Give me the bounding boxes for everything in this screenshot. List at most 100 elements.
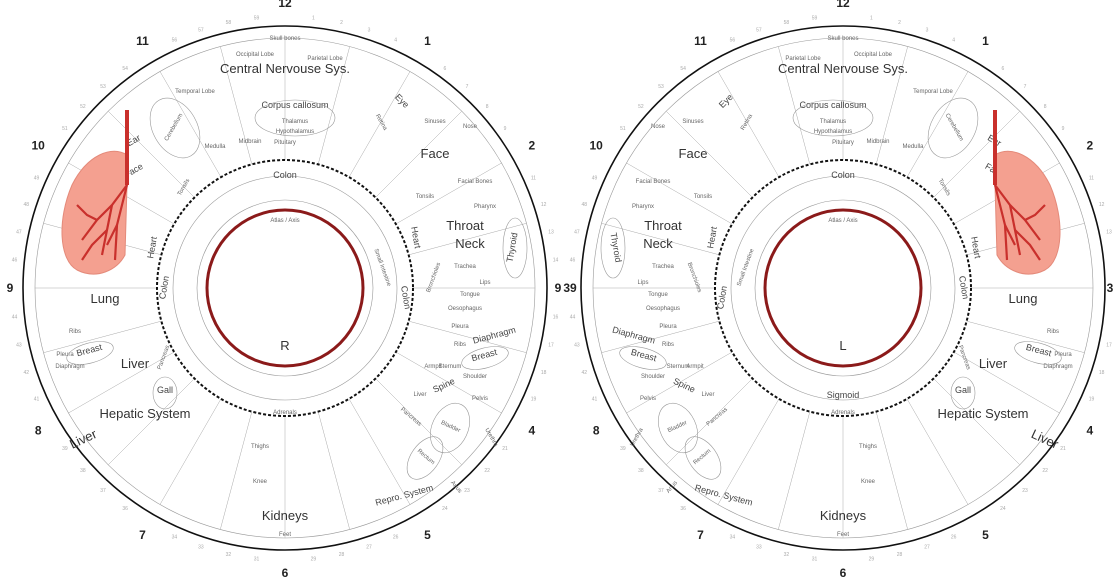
face-label: Face bbox=[679, 146, 708, 161]
sector-divider bbox=[666, 378, 753, 465]
minute-tick-label: 31 bbox=[254, 557, 260, 563]
sector-divider bbox=[220, 411, 253, 530]
minute-tick-label: 39 bbox=[620, 446, 626, 452]
tongue-label: Tongue bbox=[460, 292, 480, 298]
minute-tick-label: 47 bbox=[574, 229, 580, 235]
atlas-label: Atlas / Axis bbox=[828, 218, 857, 224]
minute-tick-label: 49 bbox=[34, 175, 40, 181]
sector-divider bbox=[395, 351, 502, 414]
feet-label: Feet bbox=[279, 532, 291, 538]
retina-label: Retina bbox=[740, 113, 754, 132]
sector-divider bbox=[717, 71, 780, 178]
diaphragm-label: Diaphragm bbox=[472, 325, 517, 346]
sector-divider bbox=[778, 46, 811, 165]
sector-divider bbox=[875, 411, 908, 530]
stomach-zone-ring bbox=[754, 199, 932, 377]
thyroid-outline bbox=[600, 217, 626, 279]
outer-ring bbox=[580, 25, 1106, 551]
minute-tick-label: 8 bbox=[486, 104, 489, 110]
minute-tick-label: 11 bbox=[531, 175, 536, 181]
sector-divider bbox=[626, 162, 733, 225]
rectum-label: Rectum bbox=[693, 448, 713, 466]
urethra-label: Urethra bbox=[483, 427, 499, 448]
breast-label-2: Breast bbox=[75, 342, 103, 359]
ribs-label-2: Ribs bbox=[69, 329, 81, 335]
bladder-label: Bladder bbox=[440, 420, 461, 434]
tonsils-label: Tonsils bbox=[416, 194, 434, 200]
sector-divider bbox=[953, 351, 1060, 414]
sector-divider bbox=[933, 111, 1020, 198]
armpit-label: Armpit bbox=[686, 364, 704, 370]
breast-label: Breast bbox=[470, 347, 498, 364]
outer-ring bbox=[22, 25, 548, 551]
throat-small-label: Tonsils bbox=[177, 178, 191, 197]
brain-core-outline bbox=[254, 99, 336, 137]
skull-label: Skull bones bbox=[269, 36, 300, 42]
sector-divider bbox=[317, 46, 350, 165]
sector-divider bbox=[966, 320, 1085, 353]
nose-label: Nose bbox=[463, 124, 478, 130]
clock-hour-label: 10 bbox=[32, 139, 46, 153]
bronchi-branch bbox=[106, 224, 118, 246]
minute-tick-label: 18 bbox=[1099, 370, 1105, 376]
bronchi-branch bbox=[1014, 229, 1041, 261]
pupil-border bbox=[205, 208, 365, 368]
intestinal-zone-ring bbox=[172, 175, 398, 401]
sector-divider bbox=[317, 411, 350, 530]
corpus-callosum-label: Corpus callosum bbox=[261, 100, 328, 110]
minute-tick-label: 29 bbox=[311, 557, 317, 563]
knee-label: Knee bbox=[253, 479, 268, 485]
minute-tick-label: 9 bbox=[504, 126, 507, 132]
minute-tick-label: 38 bbox=[80, 468, 86, 474]
sternum-label: Sternum bbox=[439, 364, 462, 370]
nose-label: Nose bbox=[651, 124, 666, 130]
rectum-outline bbox=[406, 436, 444, 480]
cerebellum-label: Cerebellum bbox=[944, 113, 965, 143]
bladder-outline bbox=[430, 402, 470, 454]
breast-outline-2 bbox=[66, 341, 114, 365]
sector-divider bbox=[108, 378, 195, 465]
pharynx-label: Pharynx bbox=[474, 204, 496, 210]
sector-divider bbox=[159, 398, 222, 505]
colon-side-label-2: Colon bbox=[157, 275, 171, 300]
colon-side-label: Colon bbox=[715, 285, 729, 310]
breast-label-2: Breast bbox=[1025, 342, 1053, 359]
throat-label: Throat bbox=[644, 218, 682, 233]
minute-tick-label: 4 bbox=[394, 38, 397, 44]
intestinal-zone-ring bbox=[730, 175, 956, 401]
clock-hour-label: 5 bbox=[424, 528, 431, 542]
minute-tick-label: 31 bbox=[812, 557, 818, 563]
lung-icon bbox=[61, 110, 129, 275]
clock-hour-label: 39 bbox=[563, 281, 577, 295]
gall-outline bbox=[152, 376, 178, 410]
minute-tick-label: 7 bbox=[466, 84, 469, 90]
minute-tick-label: 11 bbox=[1089, 175, 1094, 181]
minute-tick-label: 26 bbox=[393, 534, 399, 540]
liver-label-3: Liver bbox=[1029, 426, 1061, 452]
thyroid-label: Thyroid bbox=[608, 232, 623, 263]
thyroid-label: Thyroid bbox=[505, 232, 520, 263]
minute-tick-label: 41 bbox=[592, 397, 598, 403]
bronchi-branch bbox=[994, 184, 1041, 241]
shoulder-label: Shoulder bbox=[641, 374, 665, 380]
liver-label: Liver bbox=[701, 392, 714, 398]
cns-label: Central Nervouse Sys. bbox=[778, 61, 908, 76]
bronchi-branch bbox=[81, 229, 108, 261]
minute-tick-label: 4 bbox=[952, 38, 955, 44]
colon-label: Colon bbox=[273, 170, 297, 180]
minute-tick-label: 48 bbox=[24, 202, 30, 208]
minute-tick-label: 13 bbox=[1106, 229, 1112, 235]
clock-hour-label: 12 bbox=[836, 0, 850, 10]
minute-tick-label: 17 bbox=[1106, 343, 1112, 349]
minute-tick-label: 51 bbox=[62, 126, 68, 132]
sector-divider bbox=[875, 46, 908, 165]
knee-label: Knee bbox=[861, 479, 876, 485]
midbrain-label: Midbrain bbox=[238, 139, 261, 145]
minute-tick-label: 16 bbox=[553, 314, 559, 320]
liver-label-2: Liver bbox=[121, 356, 150, 371]
minute-tick-label: 24 bbox=[1000, 506, 1006, 512]
hypothalamus-label: Hypothalamus bbox=[814, 129, 852, 135]
facial-bones-label: Facial Bones bbox=[458, 179, 493, 185]
heart-label: Heart bbox=[145, 235, 159, 259]
hypothalamus-label: Hypothalamus bbox=[276, 129, 314, 135]
